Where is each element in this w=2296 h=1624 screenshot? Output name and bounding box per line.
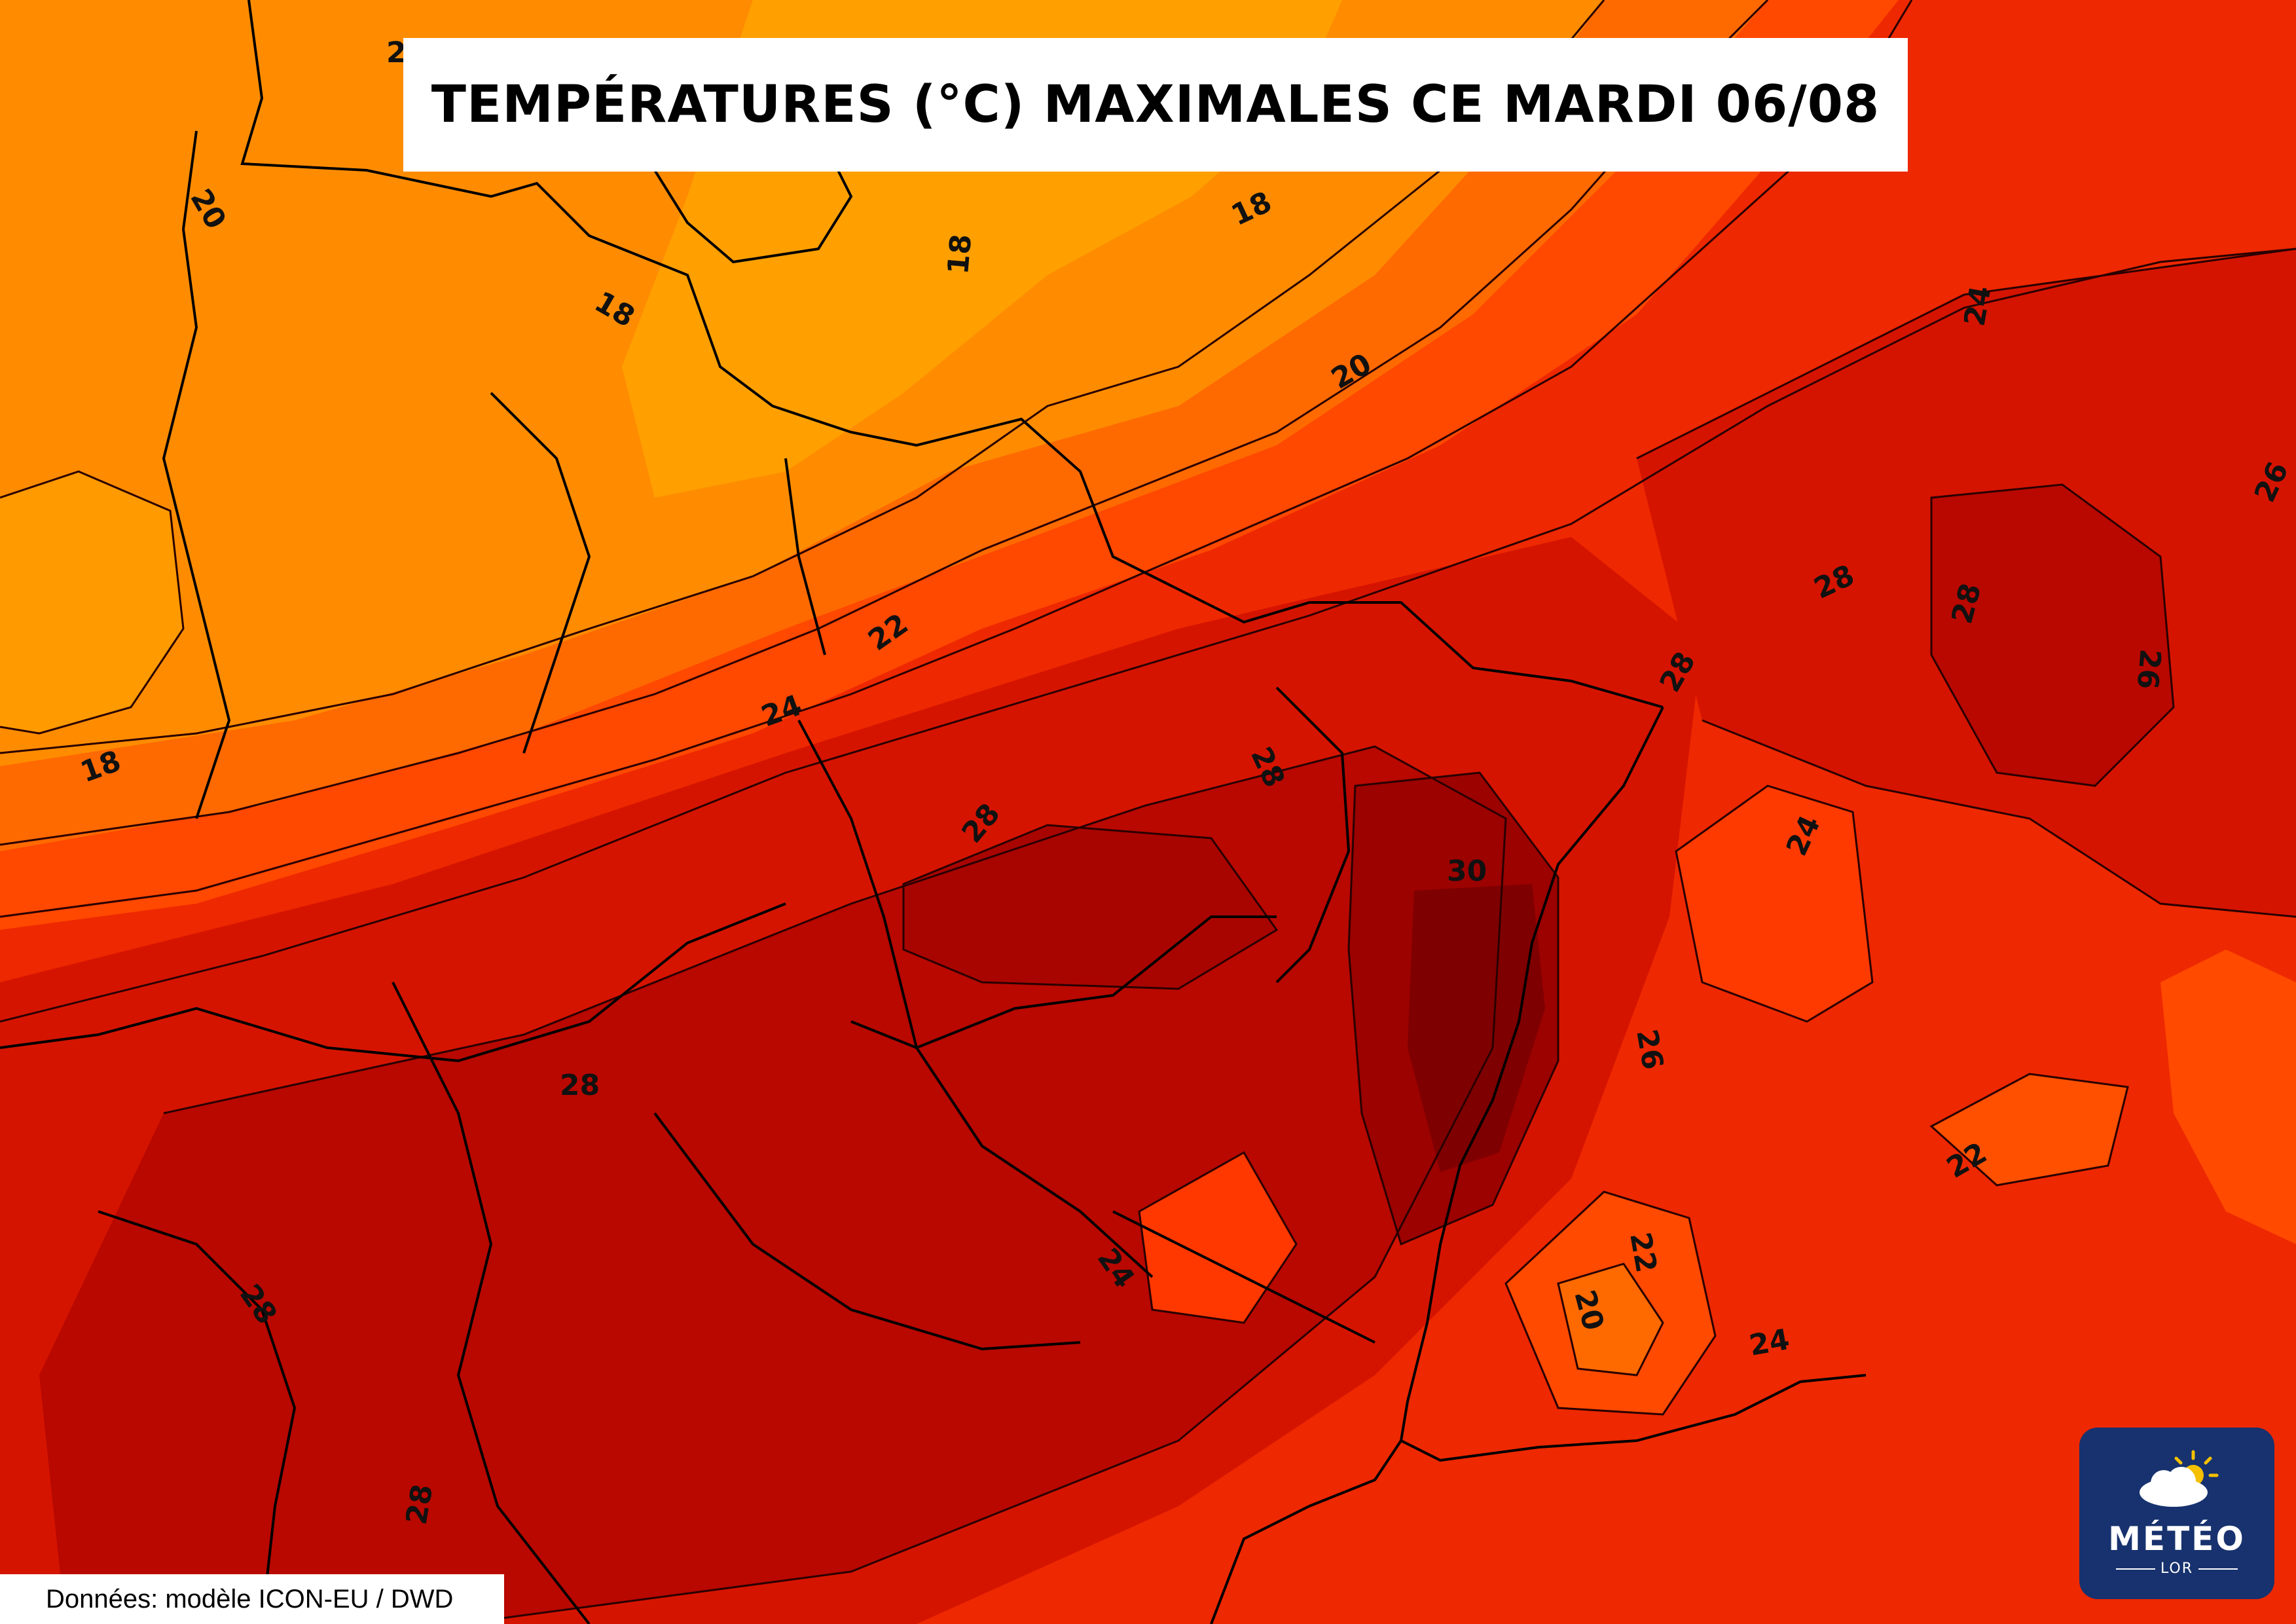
region-boundary-10	[162, 130, 231, 819]
isotherm-18	[0, 0, 1605, 754]
logo-rule-left	[2115, 1568, 2155, 1570]
isotherm-24-pocket	[1675, 784, 1874, 1023]
region-boundary-11	[490, 392, 591, 754]
isotherm-24-south	[1138, 1151, 1298, 1324]
temp-zone-24-east-pocket	[1676, 786, 1872, 1022]
contour-label: 22	[1623, 1230, 1663, 1275]
contour-label: 30	[1447, 855, 1487, 888]
contour-label: 24	[1747, 1323, 1792, 1363]
map-title: TEMPÉRATURES (°C) MAXIMALES CE MARDI 06/…	[431, 75, 1880, 134]
meteo-lor-logo: MÉTÉO LOR	[2079, 1428, 2274, 1599]
isotherm-22	[0, 0, 1913, 918]
southern-border	[1210, 1439, 1402, 1624]
contour-label: 28	[560, 1069, 600, 1102]
region-boundary-8	[1275, 686, 1351, 984]
source-text: Données: modèle ICON-EU / DWD	[46, 1584, 454, 1614]
isotherm-26-east	[1636, 248, 2296, 918]
borders	[0, 0, 1867, 1624]
region-boundary-7	[98, 1210, 297, 1624]
logo-rule-right	[2198, 1568, 2238, 1570]
contour-label: 24	[1958, 284, 1998, 329]
temp-zone-22-southeast	[2160, 950, 2296, 1244]
isotherm-18-west	[0, 470, 185, 735]
isotherm-20	[0, 0, 1769, 846]
region-boundary-9	[1112, 1210, 1376, 1344]
title-banner: TEMPÉRATURES (°C) MAXIMALES CE MARDI 06/…	[403, 38, 1908, 172]
isotherm-24	[0, 248, 2296, 1023]
region-boundary-3	[850, 915, 1277, 1050]
isotherm-28-upper	[902, 824, 1279, 990]
rhine-border	[1399, 707, 1867, 1462]
isotherm-28-east	[1930, 483, 2175, 787]
temp-zone-20-south	[1558, 1264, 1663, 1375]
isotherm-22-east	[1929, 1073, 2129, 1187]
temp-zone-22-east-pocket	[1931, 1074, 2128, 1185]
logo-sub: LOR	[2160, 1560, 2194, 1577]
contour-label: 26	[1630, 1027, 1669, 1072]
isotherm-28-central	[163, 745, 1507, 1624]
region-boundary-5	[392, 982, 591, 1624]
contour-label: 18	[941, 233, 978, 276]
logo-sub-row: LOR	[2115, 1560, 2238, 1577]
isotherm-22-south	[1504, 1190, 1717, 1416]
isotherm-30	[1347, 771, 1559, 1246]
country-border-north	[240, 0, 1664, 709]
source-credit: Données: modèle ICON-EU / DWD	[0, 1574, 504, 1624]
isotherm-20-south	[1557, 1263, 1664, 1376]
temp-zone-30-core	[1408, 884, 1545, 1172]
region-boundary-12	[784, 458, 826, 655]
contour-label: 26	[2130, 648, 2167, 690]
temp-zone-24-south	[1139, 1153, 1296, 1323]
sun-cloud-icon	[2140, 1450, 2219, 1507]
temp-zone-28-east	[1931, 485, 2174, 786]
temp-zone-18-west	[0, 471, 183, 733]
region-boundary-6	[653, 1112, 1081, 1351]
logo-name: MÉTÉO	[2108, 1520, 2246, 1558]
region-boundary-4	[0, 902, 786, 1063]
contour-label: 28	[400, 1482, 440, 1527]
temp-zone-28-upper	[903, 825, 1277, 989]
